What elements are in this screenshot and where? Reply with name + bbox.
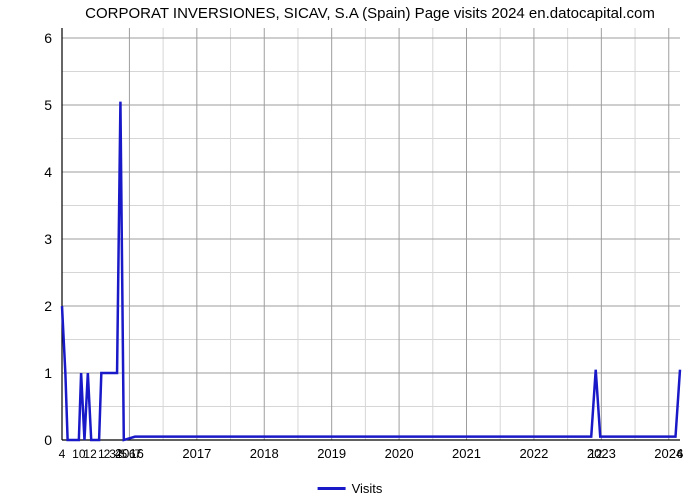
- visits-chart: CORPORAT INVERSIONES, SICAV, S.A (Spain)…: [0, 0, 700, 500]
- legend-swatch: [318, 487, 346, 490]
- grid-minor: [62, 28, 680, 440]
- x-axis-extra-labels: 410121234567126: [59, 447, 684, 461]
- legend-label: Visits: [352, 481, 383, 496]
- svg-text:2017: 2017: [182, 446, 211, 461]
- grid-major: [62, 28, 680, 440]
- svg-text:3: 3: [44, 231, 52, 247]
- svg-text:2: 2: [44, 298, 52, 314]
- legend: Visits: [318, 481, 383, 496]
- svg-text:2022: 2022: [519, 446, 548, 461]
- svg-text:2018: 2018: [250, 446, 279, 461]
- svg-text:2021: 2021: [452, 446, 481, 461]
- chart-title: CORPORAT INVERSIONES, SICAV, S.A (Spain)…: [85, 5, 655, 22]
- svg-text:7: 7: [135, 447, 142, 461]
- svg-text:12: 12: [83, 447, 97, 461]
- svg-text:5: 5: [44, 97, 52, 113]
- svg-text:4: 4: [59, 447, 66, 461]
- svg-text:6: 6: [44, 30, 52, 46]
- y-axis-ticks: 0 1 2 3 4 5 6: [44, 30, 52, 448]
- svg-text:0: 0: [44, 432, 52, 448]
- svg-text:2019: 2019: [317, 446, 346, 461]
- svg-text:12: 12: [589, 447, 603, 461]
- visits-series: [62, 102, 680, 440]
- svg-text:4: 4: [44, 164, 52, 180]
- svg-text:6: 6: [677, 447, 684, 461]
- svg-text:1: 1: [44, 365, 52, 381]
- svg-text:5: 5: [120, 447, 127, 461]
- svg-text:2020: 2020: [385, 446, 414, 461]
